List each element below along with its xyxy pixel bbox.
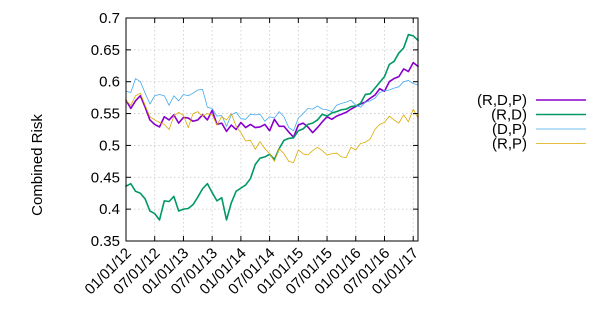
y-tick-label: 0.65 <box>91 42 120 59</box>
gridlines <box>126 18 418 241</box>
y-tick-label: 0.5 <box>99 137 120 154</box>
series-lines <box>125 33 419 221</box>
legend: (R,D,P)(R,D)(D,P)(R,P) <box>477 92 586 153</box>
y-tick-label: 0.55 <box>91 106 120 123</box>
y-tick-label: 0.45 <box>91 169 120 186</box>
legend-label: (R,D) <box>491 107 527 124</box>
plot-frame <box>125 17 419 242</box>
series-line-4 <box>125 92 419 164</box>
y-tick-label: 0.4 <box>99 201 120 218</box>
series-line-1 <box>125 61 419 138</box>
y-axis-title: Combined Risk <box>29 114 46 216</box>
legend-label: (D,P) <box>492 121 527 138</box>
y-axis: 0.35 0.4 0.45 0.5 0.55 0.6 0.65 0.7 <box>91 10 418 250</box>
x-axis: 01/01/1207/01/1201/01/1307/01/1301/01/14… <box>82 18 422 298</box>
y-tick-label: 0.7 <box>99 10 120 27</box>
legend-label: (R,P) <box>492 136 527 153</box>
series-line-3 <box>125 78 419 132</box>
y-tick-label: 0.6 <box>99 74 120 91</box>
y-tick-label: 0.35 <box>91 233 120 250</box>
legend-label: (R,D,P) <box>477 92 527 109</box>
